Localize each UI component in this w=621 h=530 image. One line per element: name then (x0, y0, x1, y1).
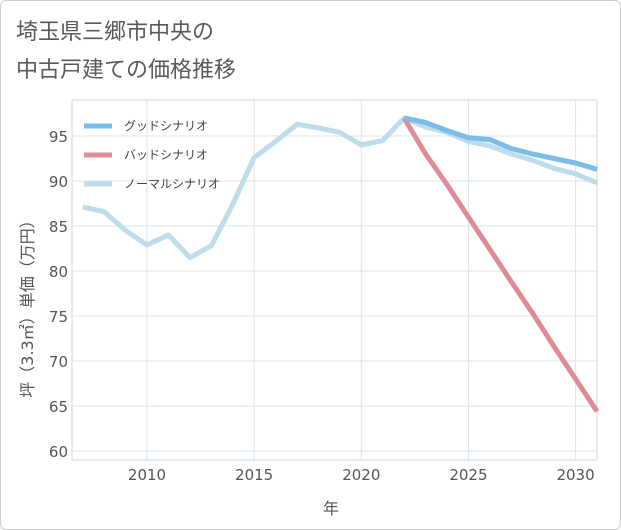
legend-label-0: グッドシナリオ (124, 119, 208, 133)
chart-title: 埼玉県三郷市中央の 中古戸建ての価格推移 (16, 20, 237, 83)
y-tick-labels: 60 65 70 75 80 85 90 95 (49, 128, 68, 461)
x-tick-2030: 2030 (556, 466, 594, 484)
legend-label-1: バッドシナリオ (124, 148, 208, 162)
x-tick-2010: 2010 (128, 466, 166, 484)
y-tick-85: 85 (49, 218, 68, 236)
x-axis-label: 年 (323, 499, 339, 518)
x-tick-2020: 2020 (342, 466, 380, 484)
y-tick-95: 95 (49, 128, 68, 146)
x-tick-2015: 2015 (235, 466, 273, 484)
y-tick-70: 70 (49, 353, 68, 371)
series-line-0 (403, 115, 598, 172)
series-lines (82, 115, 600, 413)
plot-border (71, 99, 598, 461)
y-tick-80: 80 (49, 263, 68, 281)
y-tick-90: 90 (49, 173, 68, 191)
legend-label-2: ノーマルシナリオ (124, 177, 220, 191)
y-tick-60: 60 (49, 443, 68, 461)
y-axis-label: 坪（3.3㎡）単価（万円） (18, 212, 37, 397)
x-tick-2025: 2025 (449, 466, 487, 484)
x-tick-labels: 2010 2015 2020 2025 2030 (128, 466, 595, 484)
grid-lines (71, 99, 598, 461)
y-tick-65: 65 (49, 398, 68, 416)
series-line-2 (82, 115, 598, 260)
series-line-1 (401, 116, 600, 413)
y-tick-75: 75 (49, 308, 68, 326)
